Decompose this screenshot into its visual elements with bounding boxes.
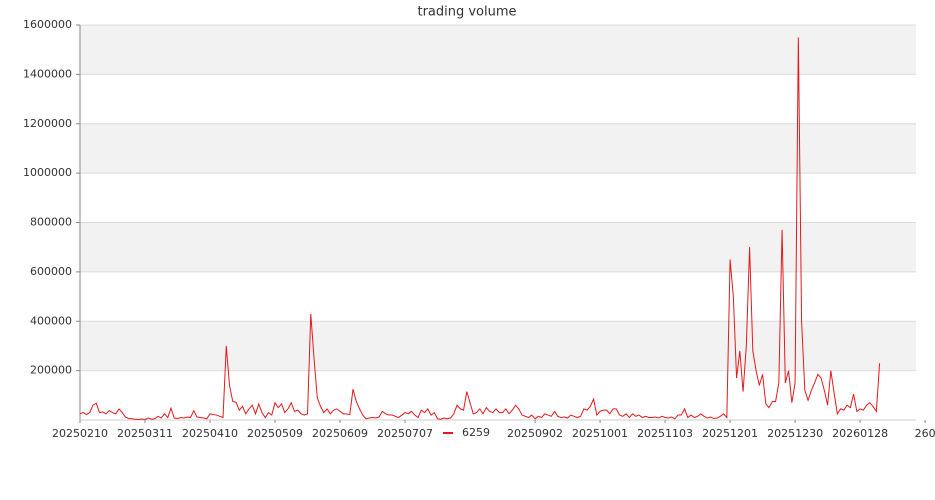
- legend-label: 6259: [462, 426, 490, 439]
- grid-band: [80, 222, 916, 272]
- grid-band: [80, 123, 916, 174]
- y-tick-label: 400000: [30, 314, 72, 327]
- y-tick-label: 1200000: [23, 117, 72, 130]
- x-tick-label: 20251103: [637, 427, 693, 440]
- y-tick-label: 800000: [30, 216, 72, 229]
- x-tick-label: 20250707: [377, 427, 433, 440]
- x-tick-label: 20251001: [572, 427, 628, 440]
- x-tick-label: 20251201: [702, 427, 758, 440]
- y-tick-label: 1400000: [23, 67, 72, 80]
- y-tick-label: 600000: [30, 265, 72, 278]
- chart-title: trading volume: [417, 5, 516, 20]
- x-tick-label: 20250410: [182, 427, 238, 440]
- grid-band: [80, 321, 916, 371]
- y-tick-label: 200000: [30, 364, 72, 377]
- x-tick-label: 20251230: [767, 427, 823, 440]
- y-tick-label: 1000000: [23, 166, 72, 179]
- x-tick-label: 20250609: [312, 427, 368, 440]
- grid-band: [80, 25, 916, 75]
- x-tick-label: 20250509: [247, 427, 303, 440]
- x-tick-label: 20250902: [507, 427, 563, 440]
- y-tick-label: 1600000: [23, 18, 72, 31]
- x-tick-label: 260: [915, 427, 935, 440]
- x-tick-label: 20260128: [832, 427, 888, 440]
- x-tick-label: 20250210: [52, 427, 108, 440]
- x-tick-label: 20250311: [117, 427, 173, 440]
- series-line: [79, 37, 881, 421]
